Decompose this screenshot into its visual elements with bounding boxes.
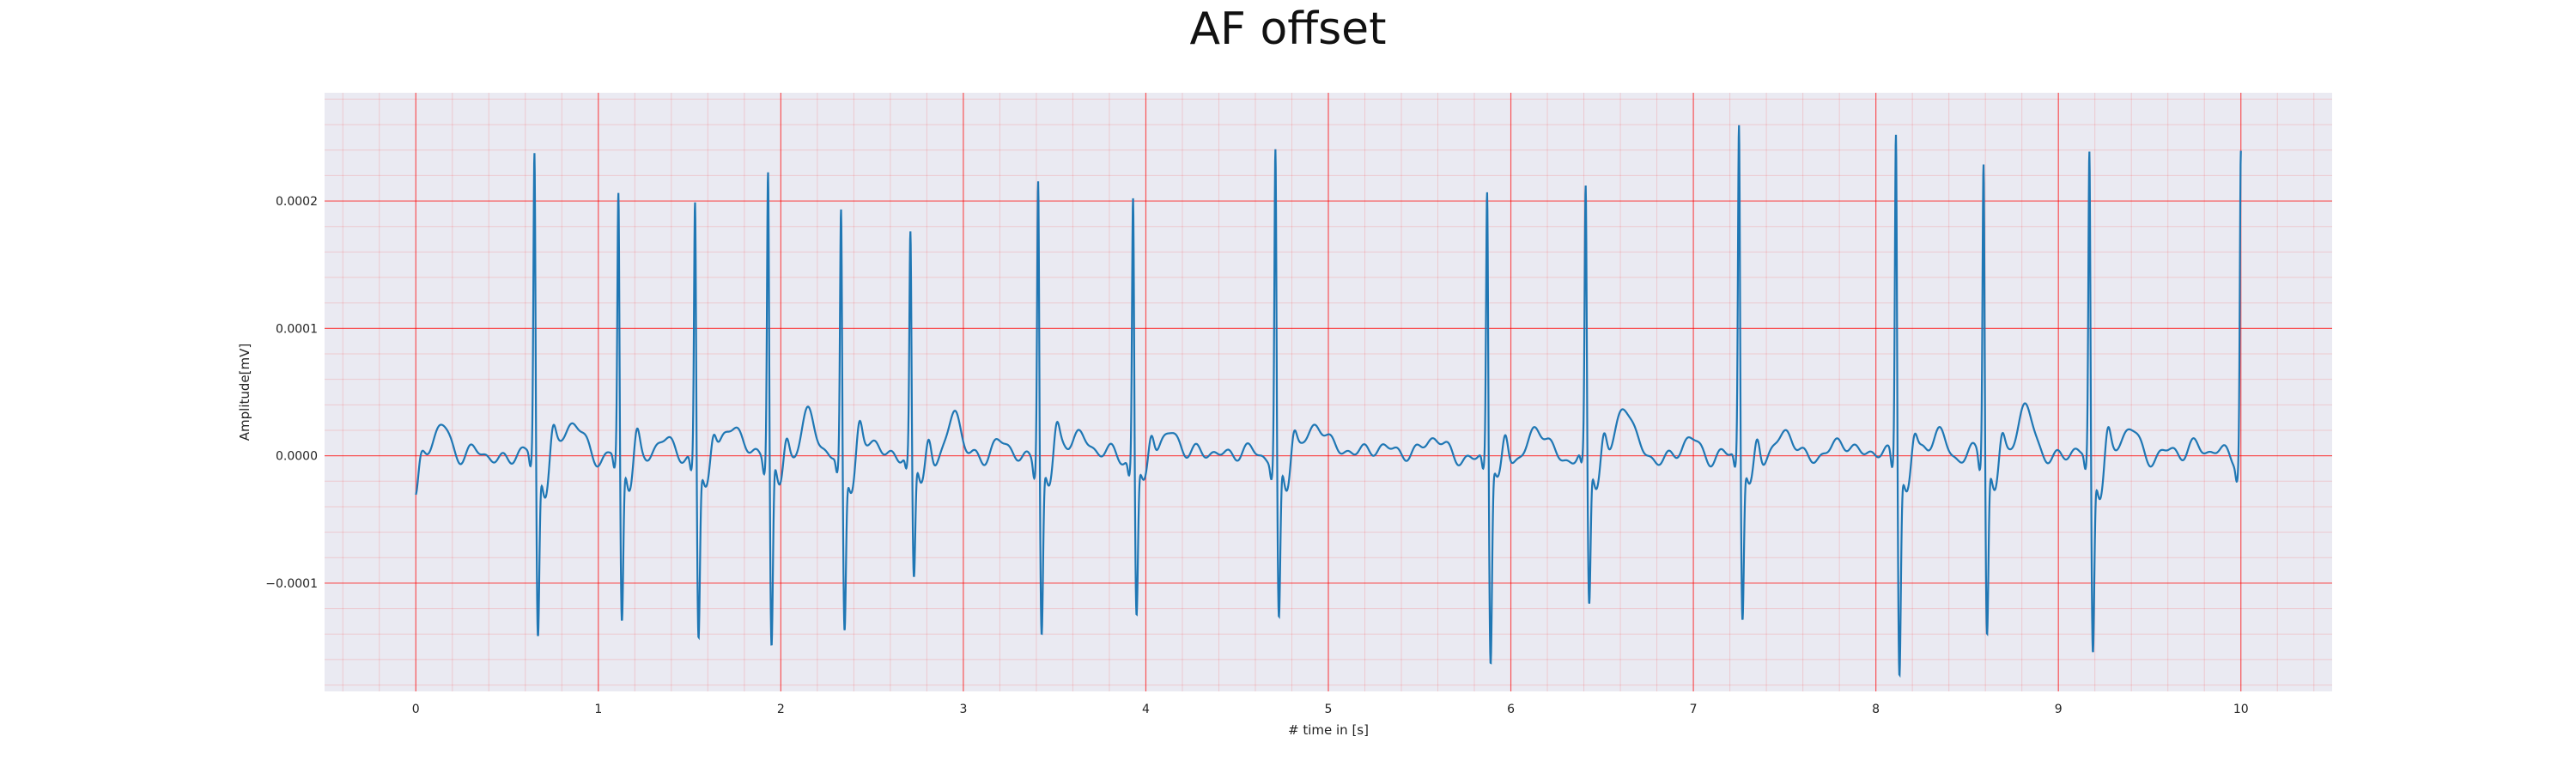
- y-tick-label: 0.0002: [276, 195, 318, 209]
- y-axis-ticks: −0.0001 0.0000 0.0001 0.0002: [265, 195, 318, 591]
- chart-title: AF offset: [1189, 3, 1387, 55]
- x-axis-ticks: 0 1 2 3 4 5 6 7 8 9 10: [412, 703, 2249, 716]
- x-tick-label: 5: [1325, 703, 1333, 716]
- major-grid: [325, 93, 2332, 691]
- x-tick-label: 6: [1507, 703, 1515, 716]
- y-tick-label: −0.0001: [265, 577, 318, 591]
- x-tick-label: 0: [412, 703, 420, 716]
- x-tick-label: 1: [594, 703, 602, 716]
- x-axis-label: # time in [s]: [1288, 722, 1369, 738]
- y-tick-label: 0.0001: [276, 322, 318, 336]
- y-axis-label: Amplitude[mV]: [237, 344, 252, 441]
- x-tick-label: 2: [777, 703, 785, 716]
- y-tick-label: 0.0000: [276, 450, 318, 464]
- x-tick-label: 10: [2233, 703, 2249, 716]
- x-tick-label: 8: [1872, 703, 1880, 716]
- x-tick-label: 4: [1142, 703, 1150, 716]
- series-line: [415, 125, 2242, 679]
- x-tick-label: 7: [1690, 703, 1698, 716]
- x-tick-label: 9: [2055, 703, 2063, 716]
- x-tick-label: 3: [959, 703, 967, 716]
